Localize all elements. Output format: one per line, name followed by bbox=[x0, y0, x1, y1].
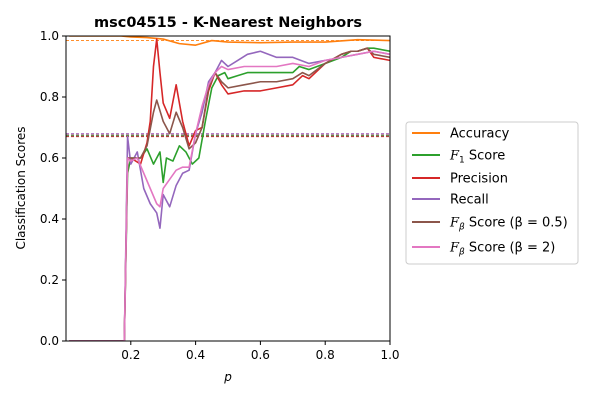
chart-title: msc04515 - K-Nearest Neighbors bbox=[94, 15, 362, 31]
x-tick-label: 0.8 bbox=[316, 348, 335, 362]
series-line-5 bbox=[69, 50, 390, 341]
series-line-0 bbox=[69, 36, 390, 46]
series-line-1 bbox=[69, 47, 390, 341]
series-lines bbox=[69, 36, 390, 341]
y-axis: 0.0 0.2 0.4 0.6 0.8 1.0 bbox=[40, 29, 66, 348]
series-line-4 bbox=[69, 47, 390, 341]
legend-label-2: Precision bbox=[450, 172, 508, 187]
series-line-2 bbox=[69, 38, 390, 341]
legend-label-3: Recall bbox=[450, 193, 489, 208]
y-tick-label: 0.8 bbox=[40, 90, 59, 104]
legend-label-0: Accuracy bbox=[450, 127, 510, 142]
plot-frame bbox=[65, 35, 391, 342]
y-tick-label: 0.0 bbox=[40, 334, 59, 348]
legend-box bbox=[405, 121, 579, 265]
y-axis-label: Classification Scores bbox=[14, 126, 28, 249]
legend-label-1: F1 Score bbox=[449, 149, 505, 166]
x-tick-label: 0.6 bbox=[251, 348, 270, 362]
x-tick-label: 1.0 bbox=[380, 348, 399, 362]
legend-label-4: Fβ Score (β = 0.5) bbox=[449, 216, 568, 233]
x-axis: 0.2 0.4 0.6 0.8 1.0 bbox=[121, 341, 400, 362]
x-axis-label: p bbox=[223, 370, 232, 384]
series-line-3 bbox=[69, 50, 390, 341]
x-tick-label: 0.2 bbox=[121, 348, 140, 362]
x-tick-label: 0.4 bbox=[186, 348, 205, 362]
legend: Accuracy F1 Score Precision Recall Fβ Score … bbox=[405, 121, 579, 265]
legend-items: Accuracy F1 Score Precision Recall Fβ Score … bbox=[412, 127, 568, 258]
y-tick-label: 0.2 bbox=[40, 273, 59, 287]
plot-area bbox=[65, 35, 391, 342]
legend-label-5: Fβ Score (β = 2) bbox=[449, 241, 555, 258]
y-tick-label: 0.6 bbox=[40, 151, 59, 165]
y-tick-label: 1.0 bbox=[40, 29, 59, 43]
y-tick-label: 0.4 bbox=[40, 212, 59, 226]
